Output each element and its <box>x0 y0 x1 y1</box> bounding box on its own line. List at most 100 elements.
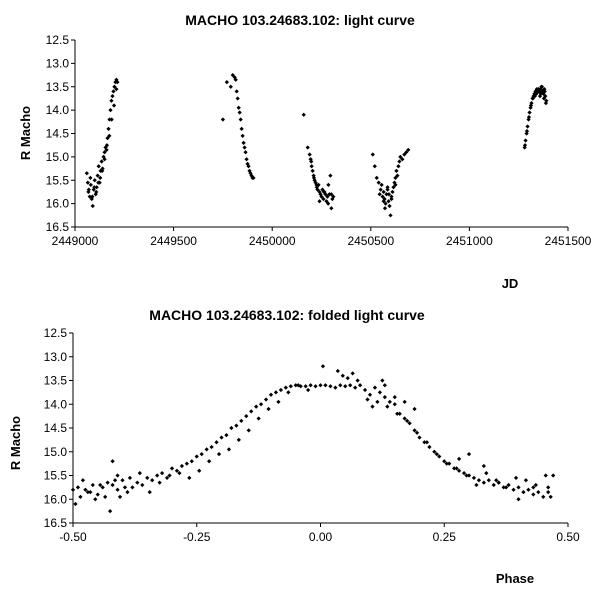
data-point <box>108 509 113 514</box>
data-point <box>150 478 155 483</box>
data-point <box>522 143 528 148</box>
data-point <box>321 196 326 202</box>
data-point <box>437 454 442 459</box>
data-point <box>93 497 98 502</box>
data-point <box>84 171 89 176</box>
data-point <box>104 143 110 148</box>
data-point <box>214 440 219 445</box>
data-point <box>197 468 202 473</box>
data-point <box>95 173 100 178</box>
data-point <box>452 466 457 471</box>
data-point <box>402 399 407 404</box>
data-point <box>523 138 528 143</box>
data-point <box>317 199 322 204</box>
data-point <box>531 485 536 490</box>
data-point <box>224 79 229 85</box>
data-point <box>382 206 388 211</box>
data-point <box>494 478 499 483</box>
data-point <box>422 440 427 445</box>
data-point <box>548 494 553 499</box>
data-point <box>328 173 333 178</box>
data-point <box>230 72 235 78</box>
data-point <box>335 368 340 374</box>
data-point <box>365 397 370 402</box>
data-point <box>102 150 107 155</box>
data-point <box>239 418 244 423</box>
data-point <box>523 478 529 483</box>
data-point <box>174 468 180 473</box>
data-point <box>117 494 123 499</box>
data-point <box>407 421 412 426</box>
data-point <box>350 371 355 376</box>
data-point <box>96 164 101 169</box>
data-point <box>314 185 319 190</box>
data-point <box>120 478 125 483</box>
data-point <box>546 490 551 495</box>
data-point <box>456 456 462 461</box>
y-tick-label: 16.5 <box>46 220 70 234</box>
data-point <box>78 494 83 499</box>
data-point <box>320 364 326 369</box>
data-point <box>323 383 328 388</box>
data-point <box>394 168 399 174</box>
data-point <box>273 390 279 395</box>
x-tick-label: 2449500 <box>150 234 197 248</box>
data-point <box>398 154 403 159</box>
data-point <box>456 468 462 473</box>
x-tick-label: 2450500 <box>347 234 394 248</box>
y-tick-label: 13.0 <box>46 56 70 70</box>
y-tick-label: 15.5 <box>46 173 70 187</box>
data-point <box>386 199 391 204</box>
data-point <box>393 175 398 181</box>
data-point <box>310 168 315 174</box>
data-point <box>226 447 232 452</box>
data-point <box>87 194 92 199</box>
data-point <box>307 152 312 157</box>
data-point <box>382 383 387 388</box>
data-point <box>112 478 118 483</box>
y-tick-label: 14.5 <box>46 127 70 141</box>
data-point <box>207 459 212 464</box>
data-point <box>169 466 175 471</box>
data-point <box>258 402 264 407</box>
data-point <box>395 411 400 416</box>
data-point <box>392 402 397 407</box>
data-point <box>268 392 274 397</box>
data-point <box>109 117 114 122</box>
data-point <box>471 475 477 480</box>
data-point <box>106 126 111 131</box>
data-point <box>531 492 536 497</box>
data-point <box>533 482 538 488</box>
y-ticks: 12.5 13.0 13.5 14.0 14.5 15.0 15.5 16.0 16.5 <box>44 326 73 530</box>
data-point <box>417 435 422 440</box>
data-point <box>303 384 308 389</box>
data-point <box>524 129 530 134</box>
data-point <box>107 117 112 122</box>
data-point <box>137 471 142 476</box>
data-point <box>94 189 99 195</box>
data-point <box>377 192 382 197</box>
data-point <box>239 126 244 131</box>
y-tick-label: 16.0 <box>46 197 70 211</box>
data-point <box>75 485 81 490</box>
data-point <box>308 383 313 388</box>
data-point <box>386 192 392 197</box>
data-point <box>412 428 417 433</box>
data-point <box>276 399 281 404</box>
data-point <box>216 452 222 457</box>
data-point <box>362 387 368 393</box>
chart-title: MACHO 103.24683.102: light curve <box>185 12 415 28</box>
x-tick-label: 2451000 <box>446 234 493 248</box>
y-tick-label: 13.5 <box>46 80 70 94</box>
x-ticks: -0.50 -0.25 0.00 0.25 0.50 <box>59 523 580 544</box>
data-point <box>333 385 338 390</box>
data-point <box>115 487 120 492</box>
data-point <box>313 384 318 389</box>
data-point <box>328 384 333 389</box>
data-point <box>80 478 86 483</box>
data-point <box>442 459 447 464</box>
data-point <box>244 157 249 162</box>
data-point <box>387 203 392 209</box>
x-tick-label: 2450000 <box>249 234 296 248</box>
data-point <box>390 189 395 195</box>
